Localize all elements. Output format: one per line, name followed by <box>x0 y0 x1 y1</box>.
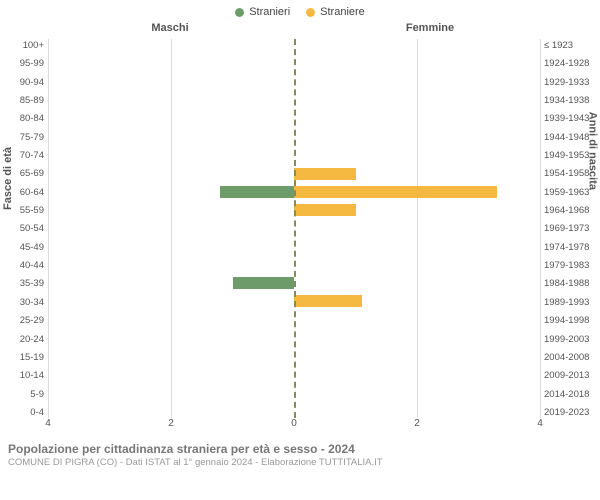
yaxis-left-tick: 60-64 <box>0 187 44 198</box>
x-tick: 0 <box>291 418 297 429</box>
yaxis-left: 100+ 95-99 90-94 85-89 80-84 75-79 70-74 65-69 6… <box>0 38 48 436</box>
yaxis-right-tick: 1964-1968 <box>544 205 600 216</box>
yaxis-left-tick: 20-24 <box>0 334 44 345</box>
legend-item-female: Straniere <box>306 6 365 18</box>
bar-male <box>220 186 294 198</box>
yaxis-right-tick: 1924-1928 <box>544 58 600 69</box>
legend-item-male: Stranieri <box>235 6 290 18</box>
chart-area: 100+ 95-99 90-94 85-89 80-84 75-79 70-74 65-69 6… <box>0 38 600 436</box>
center-line <box>294 39 296 418</box>
yaxis-left-tick: 100+ <box>0 40 44 51</box>
x-tick: 2 <box>414 418 420 429</box>
yaxis-right-tick: 2014-2018 <box>544 389 600 400</box>
yaxis-right-tick: 1984-1988 <box>544 278 600 289</box>
yaxis-left-tick: 70-74 <box>0 150 44 161</box>
swatch-male-icon <box>235 8 244 17</box>
yaxis-left-tick: 0-4 <box>0 407 44 418</box>
yaxis-left-tick: 35-39 <box>0 278 44 289</box>
yaxis-left-tick: 95-99 <box>0 58 44 69</box>
yaxis-left-tick: 85-89 <box>0 95 44 106</box>
yaxis-right-tick: 1969-1973 <box>544 223 600 234</box>
bar-female <box>294 204 356 216</box>
yaxis-right-tick: 1974-1978 <box>544 242 600 253</box>
swatch-female-icon <box>306 8 315 17</box>
yaxis-right-tick: 1949-1953 <box>544 150 600 161</box>
yaxis-right-tick: 1939-1943 <box>544 113 600 124</box>
yaxis-left-tick: 30-34 <box>0 297 44 308</box>
legend-label-male: Stranieri <box>249 6 290 18</box>
yaxis-right-tick: ≤ 1923 <box>544 40 600 51</box>
legend: Stranieri Straniere <box>0 0 600 18</box>
yaxis-right-tick: 1989-1993 <box>544 297 600 308</box>
yaxis-right-tick: 2009-2013 <box>544 370 600 381</box>
col-header-male: Maschi <box>0 22 300 34</box>
yaxis-right-tick: 1954-1958 <box>544 168 600 179</box>
yaxis-right-tick: 1979-1983 <box>544 260 600 271</box>
x-tick: 4 <box>45 418 51 429</box>
legend-label-female: Straniere <box>320 6 365 18</box>
yaxis-right-tick: 1959-1963 <box>544 187 600 198</box>
bar-female <box>294 186 497 198</box>
bar-female <box>294 168 356 180</box>
bar-female <box>294 295 362 307</box>
yaxis-left-tick: 90-94 <box>0 77 44 88</box>
yaxis-right-tick: 2019-2023 <box>544 407 600 418</box>
yaxis-left-tick: 55-59 <box>0 205 44 216</box>
yaxis-right: ≤ 1923 1924-1928 1929-1933 1934-1938 1939-19… <box>540 38 600 436</box>
yaxis-left-tick: 75-79 <box>0 132 44 143</box>
x-axis-ticks: 4 2 0 2 4 <box>48 418 540 436</box>
footer: Popolazione per cittadinanza straniera p… <box>0 436 600 468</box>
bar-male <box>233 277 295 289</box>
yaxis-left-tick: 5-9 <box>0 389 44 400</box>
yaxis-left-tick: 10-14 <box>0 370 44 381</box>
x-tick: 4 <box>537 418 543 429</box>
yaxis-left-tick: 80-84 <box>0 113 44 124</box>
yaxis-left-tick: 50-54 <box>0 223 44 234</box>
yaxis-right-tick: 1944-1948 <box>544 132 600 143</box>
column-headers: Maschi Femmine <box>0 18 600 34</box>
yaxis-right-tick: 2004-2008 <box>544 352 600 363</box>
yaxis-left-tick: 25-29 <box>0 315 44 326</box>
chart-title: Popolazione per cittadinanza straniera p… <box>8 442 592 456</box>
gridline <box>540 39 541 418</box>
yaxis-left-tick: 65-69 <box>0 168 44 179</box>
plot: 4 2 0 2 4 <box>48 38 540 436</box>
yaxis-right-tick: 1999-2003 <box>544 334 600 345</box>
yaxis-left-tick: 45-49 <box>0 242 44 253</box>
yaxis-left-tick: 40-44 <box>0 260 44 271</box>
yaxis-right-tick: 1934-1938 <box>544 95 600 106</box>
yaxis-right-tick: 1929-1933 <box>544 77 600 88</box>
yaxis-left-tick: 15-19 <box>0 352 44 363</box>
chart-subtitle: COMUNE DI PIGRA (CO) - Dati ISTAT al 1° … <box>8 457 592 468</box>
yaxis-right-tick: 1994-1998 <box>544 315 600 326</box>
col-header-female: Femmine <box>300 22 600 34</box>
x-tick: 2 <box>168 418 174 429</box>
